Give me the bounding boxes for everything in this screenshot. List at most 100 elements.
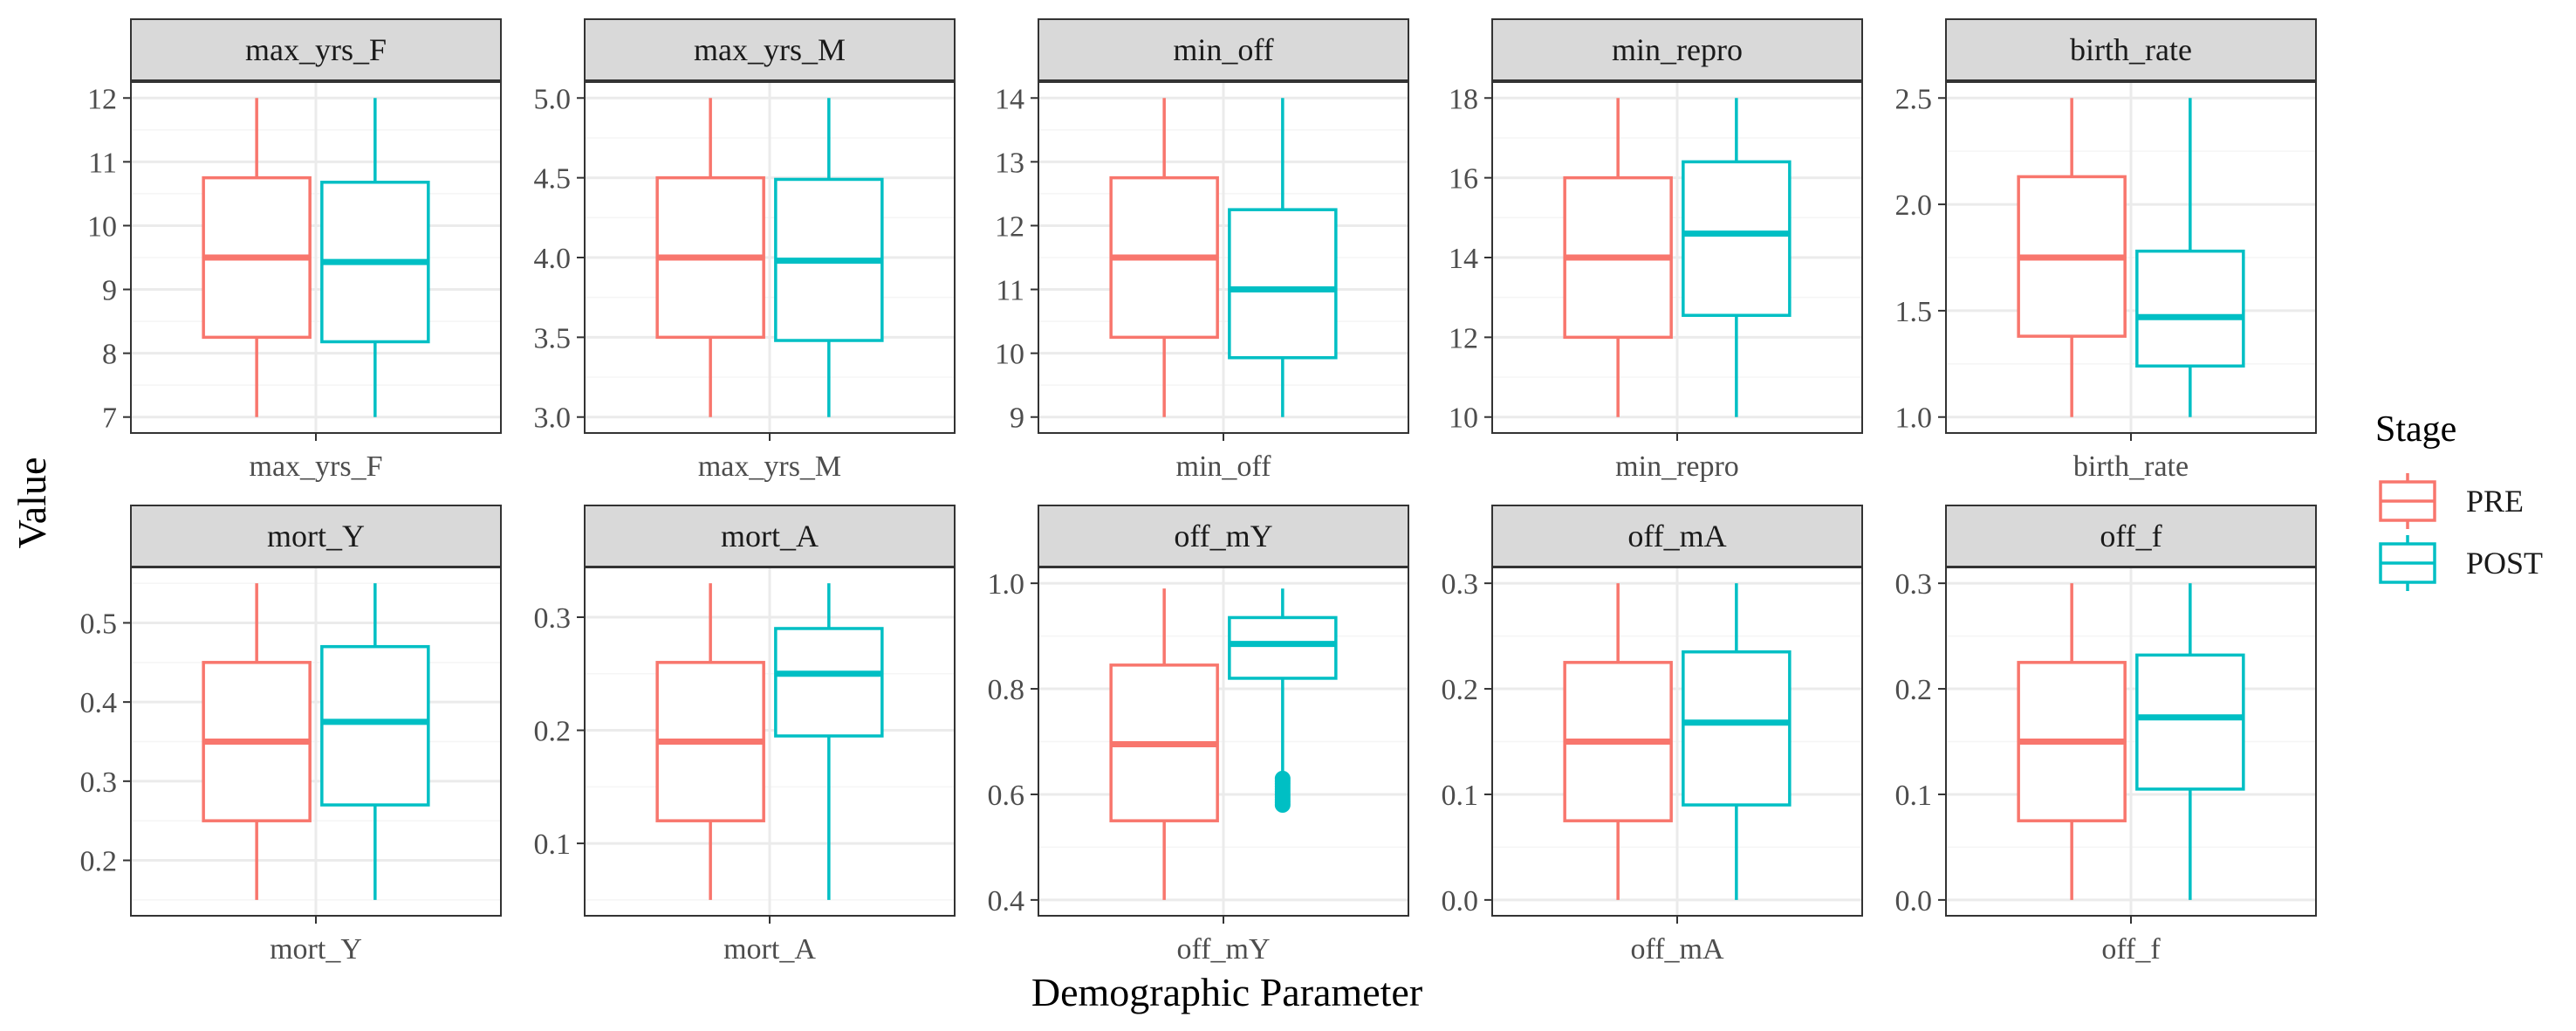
y-tick-label: 10 [87,210,117,243]
x-tick-label: off_mY [1176,933,1270,966]
y-tick-label: 2.0 [1895,189,1933,222]
panel-birth_rate: 1.0 1.5 2.0 2.5 birth_rate birth_rate [1895,18,2317,483]
x-tick-label: max_yrs_M [698,450,841,483]
facet-strip-label: off_f [2100,519,2162,553]
y-tick-label: 0.3 [534,602,572,635]
box-pre [1563,583,1673,900]
box-post [2135,98,2245,417]
facet-strip-label: off_mA [1627,519,1726,553]
y-tick-label: 11 [996,275,1024,307]
box-iqr [1682,650,1792,807]
y-tick-label: 11 [88,147,117,179]
panel-max_yrs_F: 7 8 9 10 11 12 max_yrs_F max_yrs_F [87,18,502,483]
box-iqr [1228,208,1338,360]
panel-off_mY: 0.4 0.6 0.8 1.0 off_mY off_mY [988,505,1409,966]
facet-strip-label: off_mY [1174,519,1272,553]
box-iqr [320,644,430,807]
y-tick-label: 14 [995,83,1024,115]
legend-title: Stage [2375,409,2456,450]
y-tick-label: 3.5 [534,322,572,354]
y-tick-label: 3.0 [534,402,572,435]
x-tick-label: off_mA [1630,933,1723,966]
y-tick-label: 18 [1449,83,1478,115]
y-tick-label: 0.3 [80,766,118,799]
panel-min_repro: 10 12 14 16 18 min_repro min_repro [1449,18,1863,483]
facet-strip-label: max_yrs_M [694,32,846,67]
facet-strip-label: birth_rate [2070,32,2192,67]
x-tick-label: birth_rate [2073,450,2189,483]
box-pre [2017,583,2127,900]
y-tick-label: 0.1 [534,828,572,861]
panel-min_off: 9 10 11 12 13 14 min_off min_off [995,18,1409,483]
facet-strip [1038,505,1409,567]
facet-panels: 7 8 9 10 11 12 max_yrs_F max_yrs_F 3.0 3.5 4.0 4.5 5… [80,18,2317,966]
box-post [1682,98,1792,417]
box-pre [202,98,312,417]
box-post [1228,98,1338,417]
facet-strip-label: mort_Y [267,519,365,553]
panel-mort_Y: 0.2 0.3 0.4 0.5 mort_Y mort_Y [80,505,502,966]
box-iqr [1228,615,1338,680]
y-tick-label: 16 [1449,163,1478,196]
y-tick-label: 12 [87,83,117,115]
box-post [774,583,884,900]
x-tick-label: min_off [1176,450,1272,483]
facet-strip [1945,18,2317,81]
y-tick-label: 9 [1010,402,1024,435]
y-tick-label: 0.0 [1442,885,1479,918]
box-post [320,98,430,417]
box-pre [655,98,765,417]
facet-strip [130,505,502,567]
facet-strip [1491,18,1863,81]
legend-key-pre [2379,473,2436,529]
x-tick-label: max_yrs_F [250,450,383,483]
x-tick-label: mort_A [723,933,816,966]
x-tick-label: off_f [2101,933,2161,966]
box-pre [655,583,765,900]
box-post [1228,588,1338,814]
box-pre [1563,98,1673,417]
panel-off_mA: 0.0 0.1 0.2 0.3 off_mA off_mA [1442,505,1863,966]
y-tick-label: 5.0 [534,83,572,115]
y-tick-label: 8 [102,339,117,371]
x-tick-label: min_repro [1615,450,1739,483]
facet-strip [584,505,956,567]
y-tick-label: 12 [995,210,1024,243]
y-tick-label: 14 [1449,243,1478,275]
facet-strip [1038,18,1409,81]
x-tick-label: mort_Y [270,933,362,966]
facet-strip [1491,505,1863,567]
y-tick-label: 1.0 [1895,402,1933,435]
y-tick-label: 1.0 [988,568,1025,601]
y-tick-label: 0.2 [1895,674,1933,706]
box-post [320,583,430,900]
y-axis-title: Value [10,457,54,549]
facet-strip-label: min_off [1173,32,1273,67]
y-tick-label: 0.3 [1442,568,1479,601]
y-tick-label: 0.6 [988,780,1025,812]
panel-mort_A: 0.1 0.2 0.3 mort_A mort_A [534,505,956,966]
y-tick-label: 9 [102,275,117,307]
y-tick-label: 2.5 [1895,83,1933,115]
box-post [1682,583,1792,900]
y-tick-label: 0.2 [80,846,118,878]
box-post [2135,583,2245,900]
y-tick-label: 0.3 [1895,568,1933,601]
y-tick-label: 13 [995,147,1024,179]
panel-max_yrs_M: 3.0 3.5 4.0 4.5 5.0 max_yrs_M max_yrs_M [534,18,956,483]
facet-strip [130,18,502,81]
box-pre [1109,588,1219,900]
y-tick-label: 0.5 [80,608,118,640]
y-tick-label: 0.4 [80,687,118,719]
y-tick-label: 10 [995,339,1024,371]
y-tick-label: 12 [1449,322,1478,354]
y-tick-label: 0.4 [988,885,1025,918]
y-tick-label: 0.1 [1895,780,1933,812]
y-tick-label: 0.8 [988,674,1025,706]
box-pre [2017,98,2127,417]
y-tick-label: 4.0 [534,243,572,275]
legend-label-post: POST [2466,546,2543,581]
box-iqr [774,627,884,738]
x-axis-title: Demographic Parameter [1031,970,1422,1014]
